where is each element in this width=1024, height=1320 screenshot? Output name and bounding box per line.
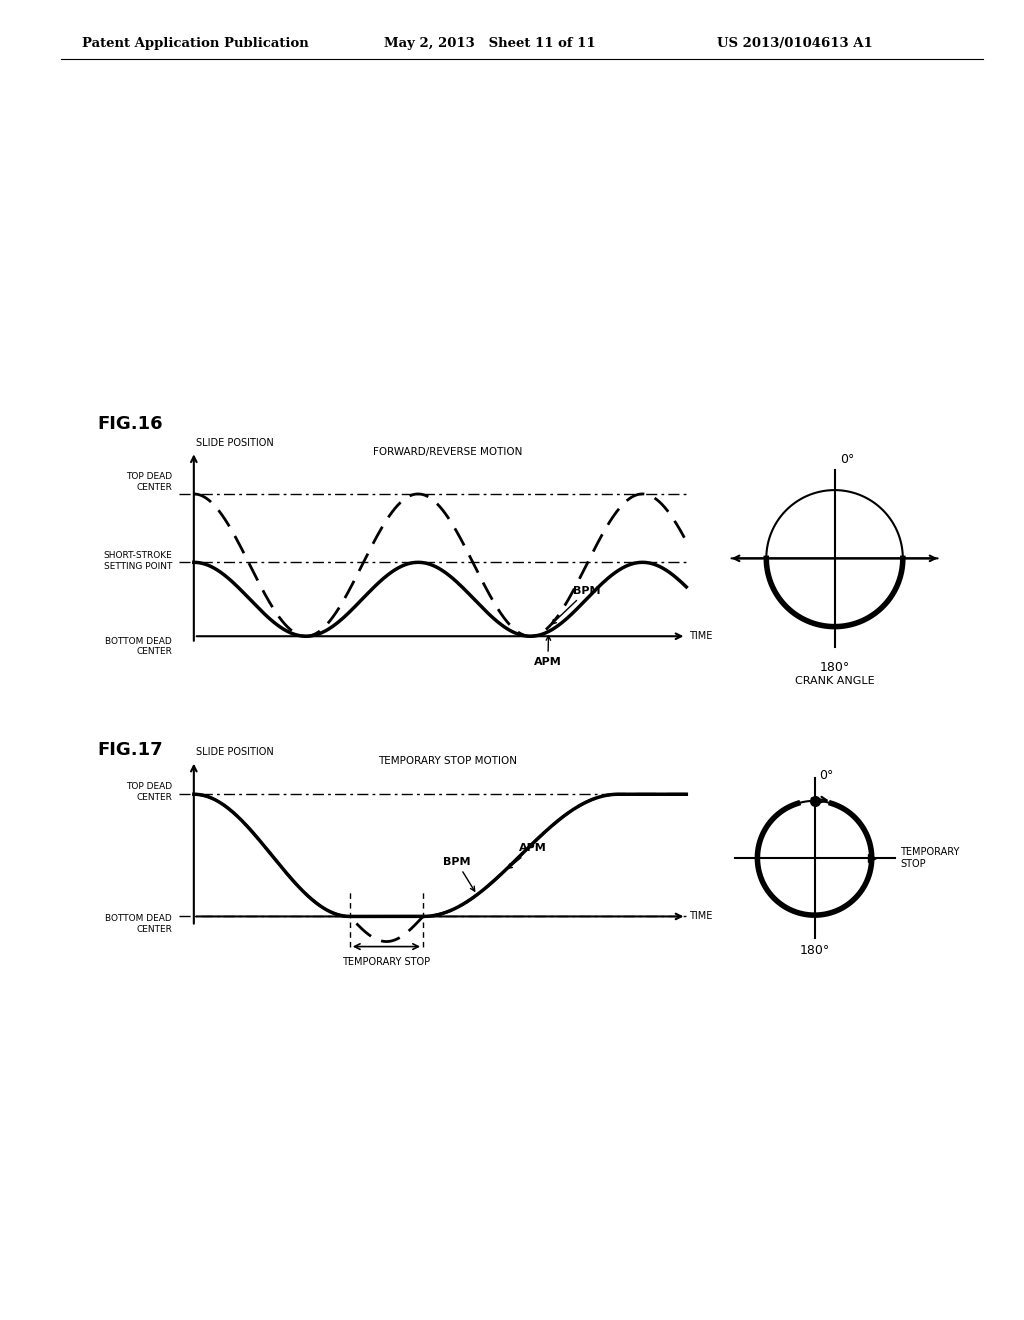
Text: SHORT-STROKE
SETTING POINT: SHORT-STROKE SETTING POINT bbox=[103, 552, 172, 570]
Text: TIME: TIME bbox=[689, 631, 712, 642]
Text: CRANK ANGLE: CRANK ANGLE bbox=[795, 676, 874, 686]
Text: BPM: BPM bbox=[552, 586, 600, 624]
Text: TEMPORARY STOP MOTION: TEMPORARY STOP MOTION bbox=[378, 756, 517, 766]
Text: TEMPORARY STOP: TEMPORARY STOP bbox=[342, 957, 430, 966]
Text: SLIDE POSITION: SLIDE POSITION bbox=[197, 747, 274, 758]
Text: BOTTOM DEAD
CENTER: BOTTOM DEAD CENTER bbox=[105, 638, 172, 656]
Text: SLIDE POSITION: SLIDE POSITION bbox=[197, 438, 274, 447]
Text: US 2013/0104613 A1: US 2013/0104613 A1 bbox=[717, 37, 872, 50]
Text: FIG.16: FIG.16 bbox=[97, 414, 163, 433]
Text: 180°: 180° bbox=[800, 944, 829, 957]
Text: BOTTOM DEAD
CENTER: BOTTOM DEAD CENTER bbox=[105, 915, 172, 933]
Text: TIME: TIME bbox=[689, 911, 712, 921]
Text: APM: APM bbox=[508, 843, 547, 869]
Text: APM: APM bbox=[534, 636, 562, 667]
Text: TOP DEAD
CENTER: TOP DEAD CENTER bbox=[126, 783, 172, 801]
Text: May 2, 2013   Sheet 11 of 11: May 2, 2013 Sheet 11 of 11 bbox=[384, 37, 596, 50]
Text: 0°: 0° bbox=[819, 768, 834, 781]
Text: FORWARD/REVERSE MOTION: FORWARD/REVERSE MOTION bbox=[373, 447, 522, 457]
Text: TOP DEAD
CENTER: TOP DEAD CENTER bbox=[126, 473, 172, 491]
Text: TEMPORARY
STOP: TEMPORARY STOP bbox=[900, 847, 959, 869]
Text: Patent Application Publication: Patent Application Publication bbox=[82, 37, 308, 50]
Text: FIG.17: FIG.17 bbox=[97, 741, 163, 759]
Text: 180°: 180° bbox=[819, 661, 850, 673]
Text: BPM: BPM bbox=[442, 857, 475, 891]
Text: 0°: 0° bbox=[840, 453, 854, 466]
